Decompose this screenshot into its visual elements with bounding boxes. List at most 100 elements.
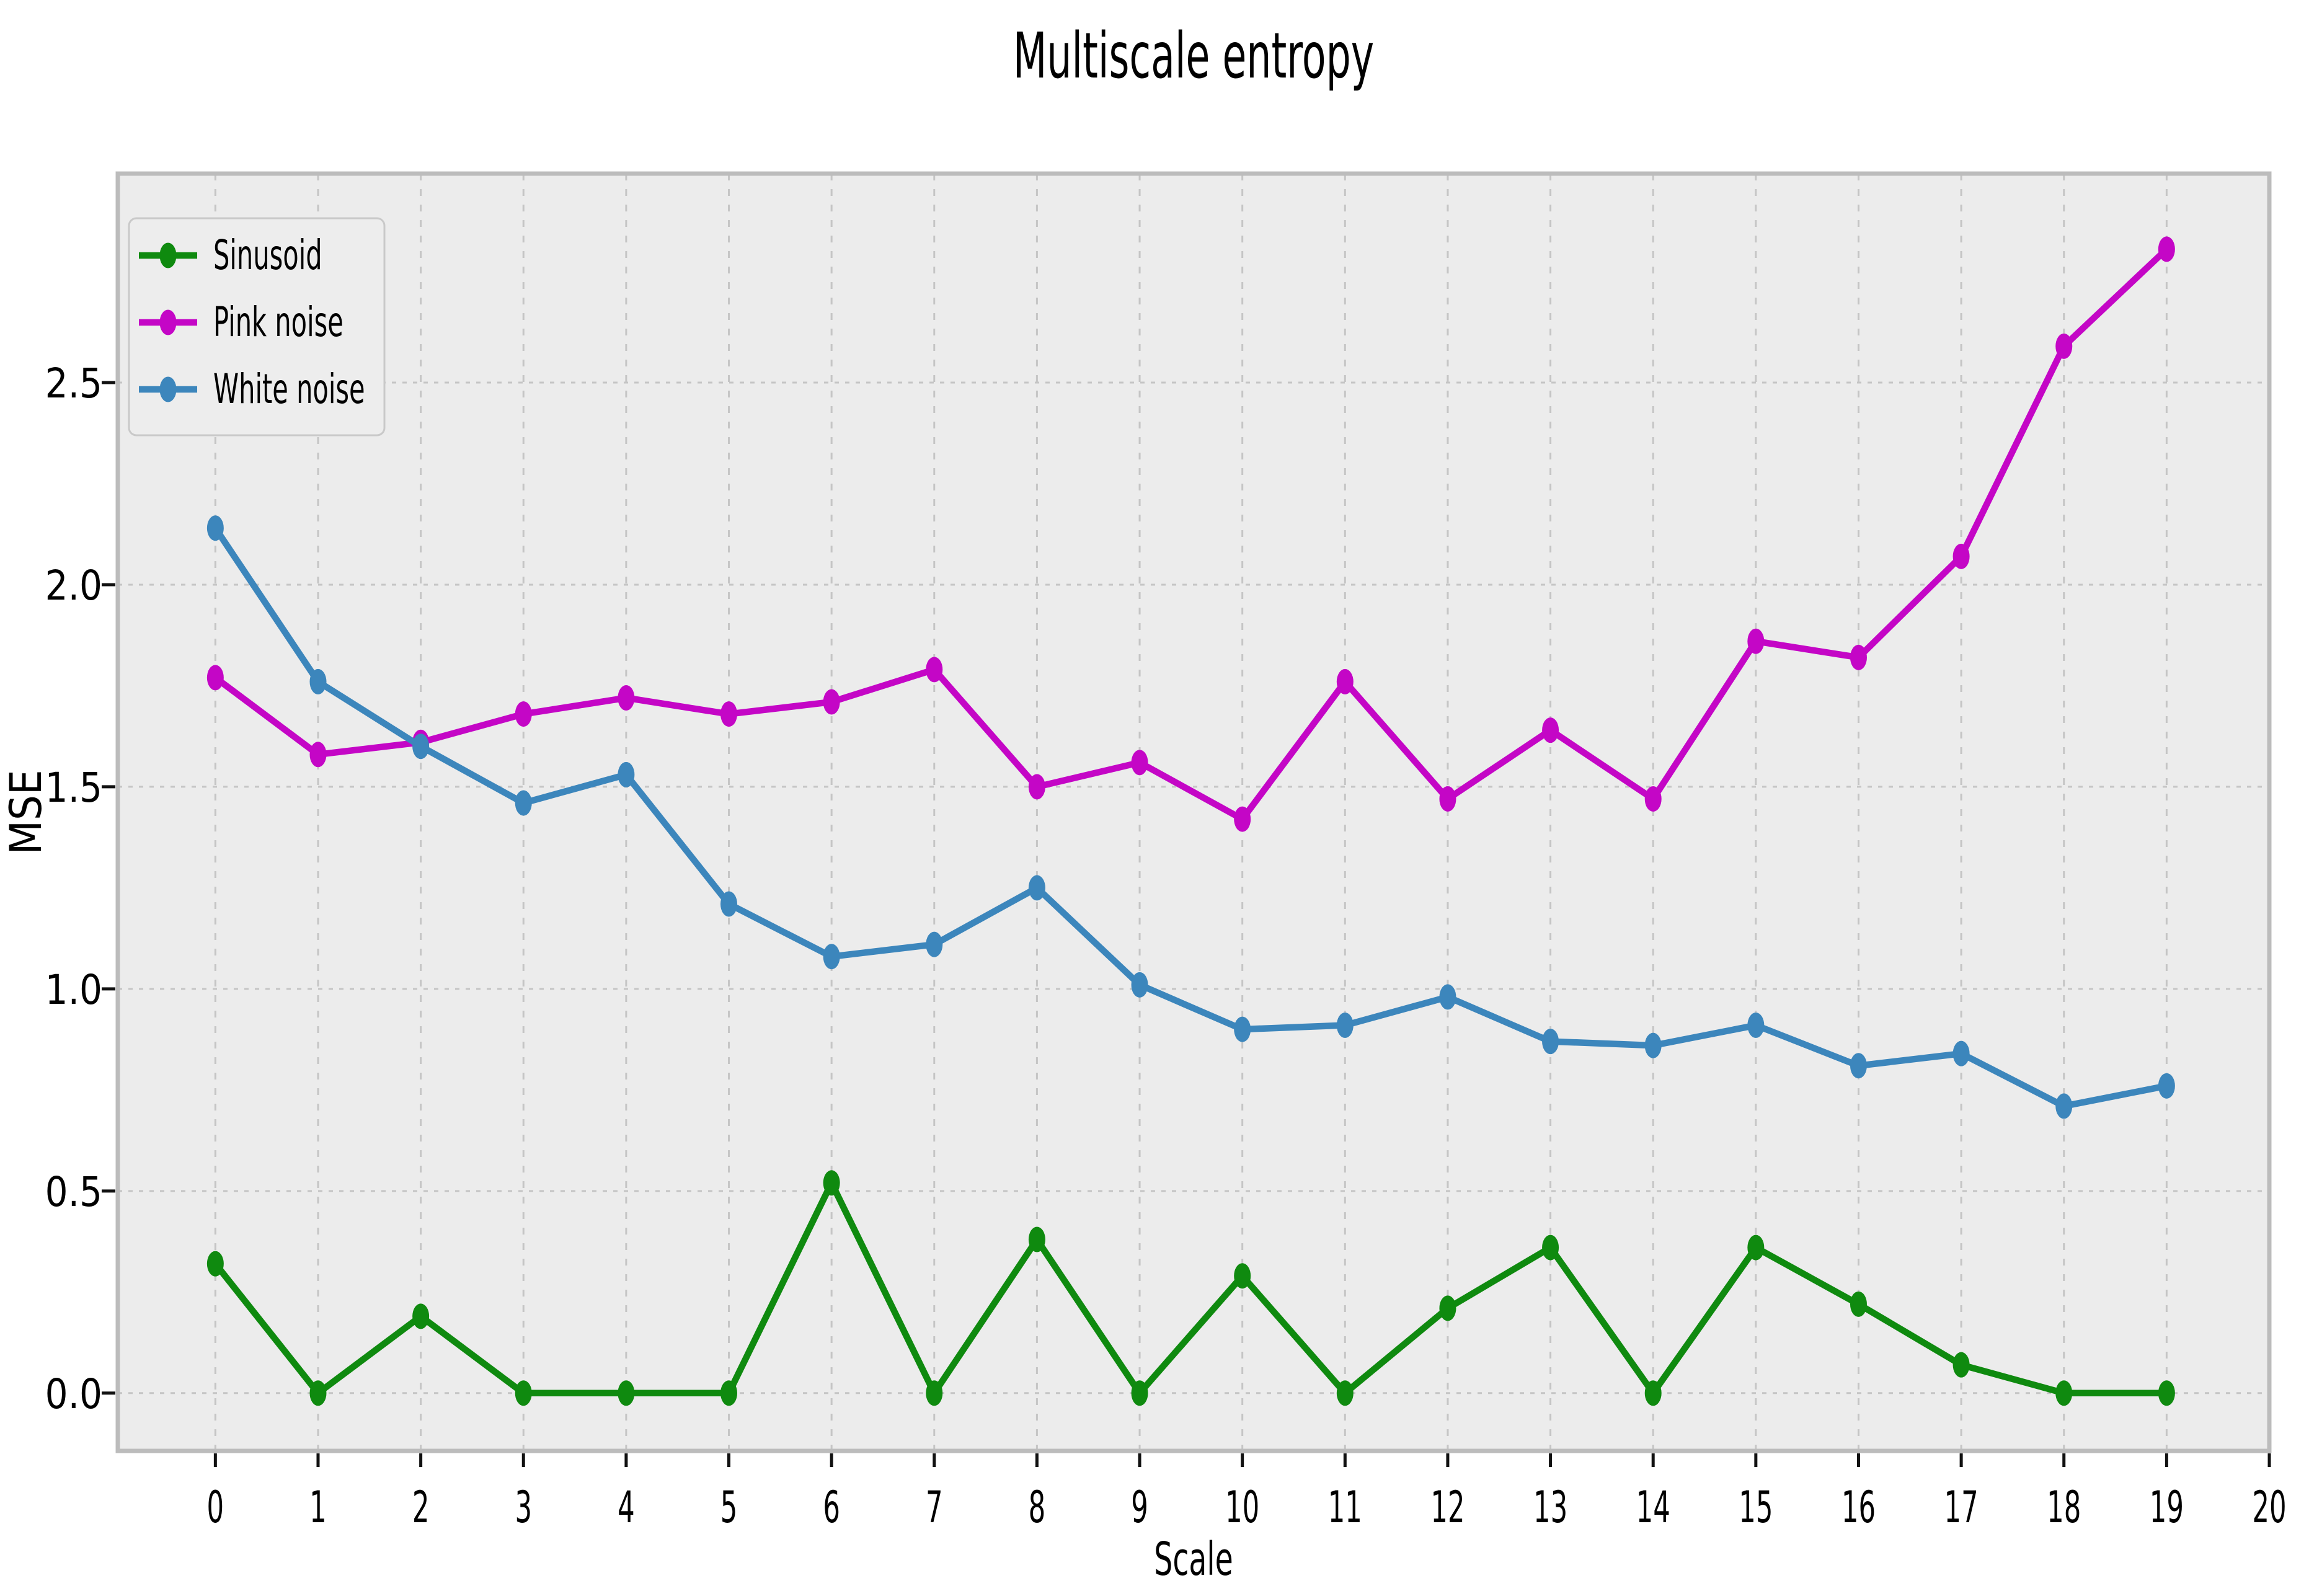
data-point-sinusoid-x4 [618, 1380, 635, 1406]
series-line [212, 246, 2170, 823]
data-point-pink-noise-x9 [1131, 750, 1148, 776]
data-point-sinusoid-x19 [2158, 1380, 2175, 1406]
data-point-pink-noise-x3 [515, 701, 532, 727]
data-point-sinusoid-x1 [309, 1380, 327, 1406]
legend-box [128, 217, 386, 437]
series-line [212, 525, 2170, 1110]
plot-area [118, 174, 2269, 1451]
data-point-pink-noise-x11 [1336, 668, 1354, 694]
data-point-pink-noise-x0 [206, 665, 224, 691]
legend-label-white-noise: White noise [213, 366, 365, 414]
xtick-label-3: 3 [515, 1482, 532, 1533]
xtick-label-10: 10 [1225, 1482, 1259, 1533]
ytick-label-2.0: 2.0 [45, 561, 102, 610]
data-point-sinusoid-x14 [1644, 1380, 1662, 1406]
data-point-sinusoid-x12 [1439, 1295, 1456, 1321]
data-point-pink-noise-x4 [618, 685, 635, 711]
data-point-white-noise-x13 [1542, 1029, 1559, 1055]
data-point-sinusoid-x2 [412, 1303, 430, 1329]
data-point-white-noise-x19 [2158, 1073, 2175, 1099]
data-point-white-noise-x16 [1850, 1053, 1867, 1079]
xtick-label-5: 5 [720, 1482, 738, 1533]
series-sinusoid [206, 1170, 2175, 1406]
data-point-white-noise-x17 [1952, 1040, 1970, 1066]
xtick-label-8: 8 [1029, 1482, 1046, 1533]
y-axis-label: MSE [1, 769, 51, 854]
xtick-label-2: 2 [412, 1482, 430, 1533]
data-point-white-noise-x3 [515, 790, 532, 816]
data-point-pink-noise-x12 [1439, 786, 1456, 812]
data-point-sinusoid-x9 [1131, 1380, 1148, 1406]
data-point-white-noise-x4 [618, 761, 635, 787]
xtick-label-17: 17 [1944, 1482, 1978, 1533]
xtick-label-7: 7 [926, 1482, 943, 1533]
ytick-label-1.5: 1.5 [45, 763, 102, 812]
xtick-label-14: 14 [1636, 1482, 1670, 1533]
data-point-white-noise-x0 [206, 515, 224, 541]
data-point-pink-noise-x10 [1234, 806, 1251, 832]
data-point-white-noise-x11 [1336, 1013, 1354, 1039]
xtick-label-6: 6 [823, 1482, 840, 1533]
ytick-label-2.5: 2.5 [45, 359, 102, 407]
xtick-label-13: 13 [1533, 1482, 1567, 1533]
data-point-white-noise-x2 [412, 734, 430, 760]
data-point-sinusoid-x0 [206, 1251, 224, 1277]
data-point-white-noise-x10 [1234, 1016, 1251, 1042]
xtick-label-1: 1 [309, 1482, 327, 1533]
data-point-pink-noise-x14 [1644, 786, 1662, 812]
data-point-white-noise-x15 [1747, 1013, 1765, 1039]
xtick-label-18: 18 [2047, 1482, 2081, 1533]
data-point-pink-noise-x6 [823, 689, 840, 715]
xtick-label-12: 12 [1430, 1482, 1465, 1533]
ytick-label-0.5: 0.5 [45, 1168, 102, 1216]
data-point-sinusoid-x6 [823, 1170, 840, 1196]
data-point-pink-noise-x18 [2055, 333, 2073, 359]
data-point-pink-noise-x19 [2158, 236, 2175, 262]
xtick-label-15: 15 [1739, 1482, 1773, 1533]
xtick-label-20: 20 [2252, 1482, 2286, 1533]
data-point-sinusoid-x5 [720, 1380, 738, 1406]
series-line [212, 1179, 2170, 1397]
data-point-sinusoid-x3 [515, 1380, 532, 1406]
axes-frame [115, 171, 2272, 1453]
xtick-label-11: 11 [1328, 1482, 1362, 1533]
data-point-pink-noise-x8 [1028, 774, 1045, 800]
data-point-sinusoid-x7 [926, 1380, 943, 1406]
data-point-pink-noise-x7 [926, 657, 943, 683]
series-white-noise [206, 515, 2175, 1119]
xtick-label-4: 4 [618, 1482, 635, 1533]
data-point-pink-noise-x5 [720, 701, 738, 727]
data-point-white-noise-x18 [2055, 1093, 2073, 1119]
data-point-sinusoid-x13 [1542, 1235, 1559, 1261]
data-point-white-noise-x1 [309, 668, 327, 694]
legend-marker-sinusoid [159, 242, 177, 268]
data-point-pink-noise-x17 [1952, 543, 1970, 569]
legend-label-sinusoid: Sinusoid [213, 232, 322, 280]
data-point-white-noise-x9 [1131, 972, 1148, 998]
data-point-white-noise-x12 [1439, 984, 1456, 1010]
xtick-label-0: 0 [207, 1482, 224, 1533]
data-point-pink-noise-x1 [309, 742, 327, 768]
data-point-white-noise-x7 [926, 931, 943, 957]
data-point-sinusoid-x15 [1747, 1235, 1765, 1261]
data-point-pink-noise-x16 [1850, 644, 1867, 670]
ytick-label-1.0: 1.0 [45, 965, 102, 1014]
xtick-label-16: 16 [1841, 1482, 1876, 1533]
data-point-pink-noise-x13 [1542, 717, 1559, 743]
x-axis-label: Scale [1154, 1532, 1233, 1586]
data-point-white-noise-x6 [823, 944, 840, 970]
chart-title: Multiscale entropy [1013, 19, 1374, 93]
data-point-sinusoid-x17 [1952, 1352, 1970, 1378]
xtick-label-19: 19 [2150, 1482, 2184, 1533]
data-point-white-noise-x14 [1644, 1032, 1662, 1058]
legend-marker-pink-noise [159, 309, 177, 335]
legend-label-pink-noise: Pink noise [213, 299, 343, 347]
data-point-sinusoid-x10 [1234, 1263, 1251, 1289]
data-point-white-noise-x8 [1028, 875, 1045, 901]
data-point-sinusoid-x16 [1850, 1291, 1867, 1317]
legend-marker-white-noise [159, 376, 177, 402]
data-point-sinusoid-x8 [1028, 1226, 1045, 1252]
data-point-sinusoid-x11 [1336, 1380, 1354, 1406]
